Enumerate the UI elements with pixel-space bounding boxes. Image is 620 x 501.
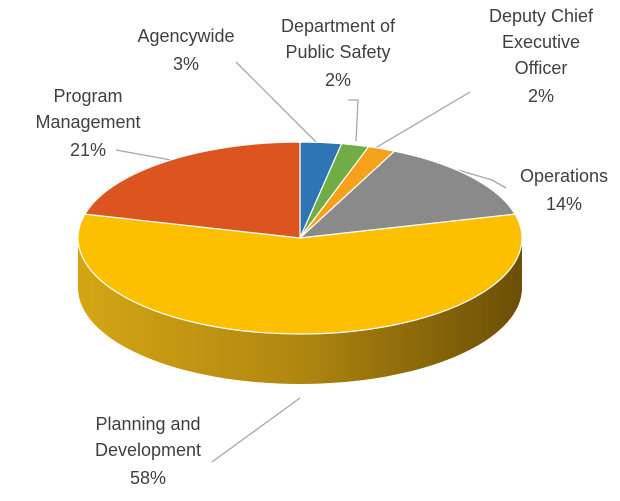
pie-sides [78, 238, 522, 384]
percent-label: 21% [70, 140, 106, 160]
data-label: Operations [520, 166, 608, 186]
leader-line [371, 91, 471, 151]
slice-side [78, 238, 522, 384]
leader-line [457, 169, 507, 189]
slice [77, 213, 523, 335]
leader-line [211, 397, 301, 463]
percent-label: 3% [173, 54, 199, 74]
data-label: Department of Public Safety [281, 16, 396, 62]
data-label: Agencywide [137, 26, 234, 46]
slice [83, 141, 301, 239]
percent-label: 14% [546, 194, 582, 214]
data-label: Planning and Development [95, 414, 201, 460]
pie-top [77, 141, 523, 335]
percent-label: 2% [325, 70, 351, 90]
data-label: Deputy Chief Executive Officer [489, 6, 594, 78]
leader-line [235, 61, 319, 145]
percent-label: 2% [528, 86, 554, 106]
leader-lines [115, 61, 507, 463]
percent-label: 58% [130, 468, 166, 488]
slice [298, 150, 517, 239]
leader-line [348, 99, 359, 142]
data-label: Program Management [35, 86, 140, 132]
